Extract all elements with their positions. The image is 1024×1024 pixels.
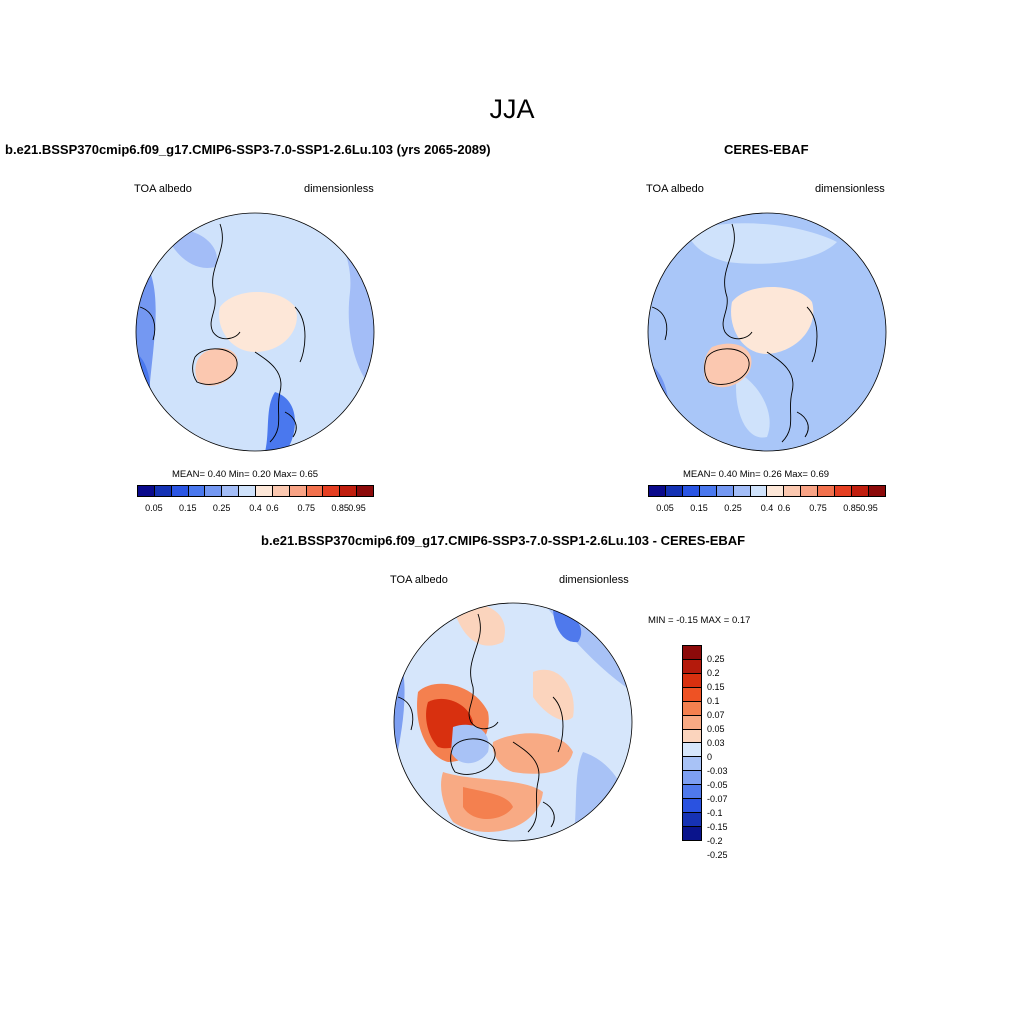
colorbar-tick-label: 0.95 (348, 503, 366, 513)
colorbar-tick-label: 0.75 (297, 503, 316, 513)
colorbar-tick-label: -0.25 (707, 850, 728, 860)
diff-variable-label: TOA albedo (390, 574, 448, 586)
colorbar-swatch (683, 729, 701, 744)
colorbar-tick-label: 0.25 (212, 503, 231, 513)
colorbar-tick-label: 0.03 (707, 738, 725, 748)
colorbar-swatch (682, 486, 700, 496)
colorbar-tick-label: 0.6 (266, 503, 279, 513)
colorbar-tick-label: 0.05 (656, 503, 674, 513)
obs-colorbar (648, 485, 886, 497)
diff-colorbar-ticks: 0.25 0.2 0.15 0.1 0.07 0.05 0.03 0 -0.03 -0.05 -0.… (707, 645, 747, 860)
colorbar-tick-label: 0.4 (249, 503, 262, 513)
colorbar-tick-label: -0.05 (707, 780, 728, 790)
colorbar-tick-label: 0.2 (707, 668, 720, 678)
colorbar-tick-label: 0.85 (331, 503, 349, 513)
colorbar-swatch (818, 486, 836, 496)
colorbar-tick-label: 0.15 (179, 503, 197, 513)
colorbar-swatch (699, 486, 717, 496)
obs-stats: MEAN= 0.40 Min= 0.26 Max= 0.69 (683, 469, 830, 480)
colorbar-swatch (188, 486, 206, 496)
colorbar-tick-label: -0.07 (707, 794, 728, 804)
model-variable-label: TOA albedo (134, 183, 192, 195)
colorbar-swatch (171, 486, 189, 496)
colorbar-swatch (683, 757, 701, 772)
colorbar-swatch (683, 743, 701, 758)
colorbar-tick-label: 0.15 (690, 503, 708, 513)
colorbar-swatch (683, 799, 701, 814)
model-polar-map (135, 212, 375, 452)
colorbar-swatch (767, 486, 785, 496)
colorbar-swatch (784, 486, 802, 496)
colorbar-swatch (683, 687, 701, 702)
colorbar-tick-label: 0 (707, 752, 713, 762)
colorbar-swatch (683, 785, 701, 800)
obs-colorbar-ticks: 0.05 0.15 0.25 0.4 0.6 0.75 0.85 0.95 (648, 503, 886, 515)
colorbar-swatch (665, 486, 683, 496)
colorbar-swatch (868, 486, 885, 496)
colorbar-swatch (683, 673, 701, 688)
colorbar-swatch (138, 486, 155, 496)
colorbar-swatch (835, 486, 853, 496)
colorbar-swatch (222, 486, 240, 496)
colorbar-swatch (683, 646, 701, 660)
colorbar-tick-label: 0.85 (843, 503, 861, 513)
model-stats: MEAN= 0.40 Min= 0.20 Max= 0.65 (172, 469, 319, 480)
colorbar-tick-label: -0.1 (707, 808, 723, 818)
model-colorbar (137, 485, 374, 497)
obs-variable-label: TOA albedo (646, 183, 704, 195)
colorbar-swatch (683, 771, 701, 786)
colorbar-tick-label: 0.75 (809, 503, 827, 513)
colorbar-swatch (683, 826, 701, 840)
colorbar-tick-label: 0.25 (724, 503, 742, 513)
model-panel-title: b.e21.BSSP370cmip6.f09_g17.CMIP6-SSP3-7.… (5, 142, 491, 157)
colorbar-swatch (323, 486, 341, 496)
model-colorbar-ticks: 0.05 0.15 0.25 0.4 0.6 0.75 0.85 0.95 (137, 503, 374, 515)
colorbar-tick-label: 0.95 (860, 503, 878, 513)
colorbar-swatch (340, 486, 358, 496)
colorbar-swatch (733, 486, 751, 496)
colorbar-swatch (272, 486, 290, 496)
colorbar-swatch (649, 486, 666, 496)
obs-panel-title: CERES-EBAF (724, 142, 809, 157)
colorbar-swatch (683, 659, 701, 674)
diff-minmax: MIN = -0.15 MAX = 0.17 (648, 615, 751, 626)
diff-colorbar (682, 645, 702, 841)
colorbar-tick-label: 0.4 (760, 503, 774, 513)
colorbar-tick-label: -0.2 (707, 836, 723, 846)
colorbar-swatch (683, 813, 701, 827)
model-units-label: dimensionless (304, 183, 374, 195)
colorbar-swatch (289, 486, 307, 496)
season-title: JJA (489, 94, 535, 124)
colorbar-swatch (357, 486, 374, 496)
diff-units-label: dimensionless (559, 574, 629, 586)
colorbar-swatch (256, 486, 273, 496)
diff-polar-map (393, 602, 633, 842)
colorbar-tick-label: 0.05 (707, 724, 725, 734)
colorbar-swatch (154, 486, 172, 496)
colorbar-tick-label: 0.07 (707, 710, 725, 720)
obs-units-label: dimensionless (815, 183, 885, 195)
obs-polar-map (647, 212, 887, 452)
colorbar-swatch (205, 486, 223, 496)
colorbar-tick-label: -0.03 (707, 766, 728, 776)
colorbar-tick-label: 0.05 (145, 503, 163, 513)
colorbar-tick-label: 0.1 (707, 696, 720, 706)
colorbar-tick-label: -0.15 (707, 822, 728, 832)
colorbar-swatch (683, 715, 701, 730)
colorbar-tick-label: 0.15 (707, 682, 725, 692)
colorbar-swatch (716, 486, 734, 496)
colorbar-swatch (306, 486, 324, 496)
colorbar-tick-label: 0.6 (777, 503, 791, 513)
colorbar-swatch (801, 486, 819, 496)
colorbar-swatch (683, 701, 701, 716)
colorbar-swatch (239, 486, 257, 496)
colorbar-tick-label: 0.25 (707, 654, 725, 664)
diff-panel-title: b.e21.BSSP370cmip6.f09_g17.CMIP6-SSP3-7.… (261, 533, 746, 548)
colorbar-swatch (750, 486, 768, 496)
colorbar-swatch (852, 486, 869, 496)
